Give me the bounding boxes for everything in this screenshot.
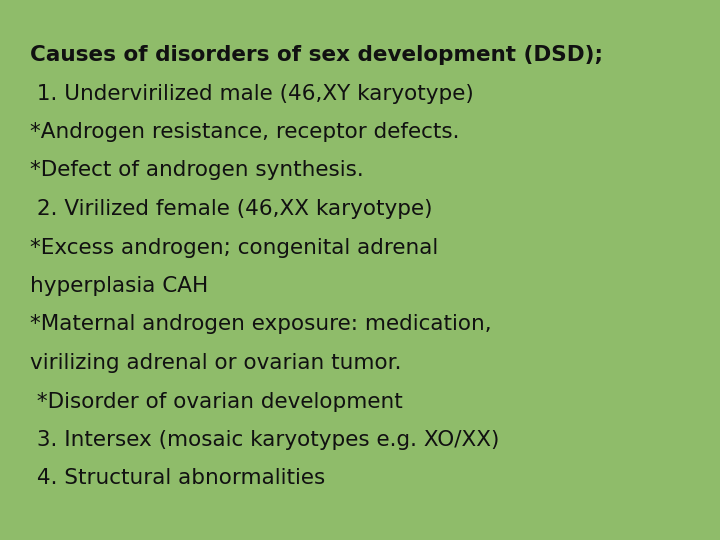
Text: hyperplasia CAH: hyperplasia CAH [30,276,208,296]
Text: Causes of disorders of sex development (DSD);: Causes of disorders of sex development (… [30,45,603,65]
Text: 3. Intersex (mosaic karyotypes e.g. XO/XX): 3. Intersex (mosaic karyotypes e.g. XO/X… [30,430,500,450]
Text: 1. Undervirilized male (46,XY karyotype): 1. Undervirilized male (46,XY karyotype) [30,84,474,104]
Text: *Defect of androgen synthesis.: *Defect of androgen synthesis. [30,160,364,180]
Text: *Androgen resistance, receptor defects.: *Androgen resistance, receptor defects. [30,122,459,142]
Text: virilizing adrenal or ovarian tumor.: virilizing adrenal or ovarian tumor. [30,353,402,373]
Text: 2. Virilized female (46,XX karyotype): 2. Virilized female (46,XX karyotype) [30,199,433,219]
Text: 4. Structural abnormalities: 4. Structural abnormalities [30,469,325,489]
Text: *Disorder of ovarian development: *Disorder of ovarian development [30,392,402,411]
Text: *Maternal androgen exposure: medication,: *Maternal androgen exposure: medication, [30,314,492,334]
Text: *Excess androgen; congenital adrenal: *Excess androgen; congenital adrenal [30,238,438,258]
